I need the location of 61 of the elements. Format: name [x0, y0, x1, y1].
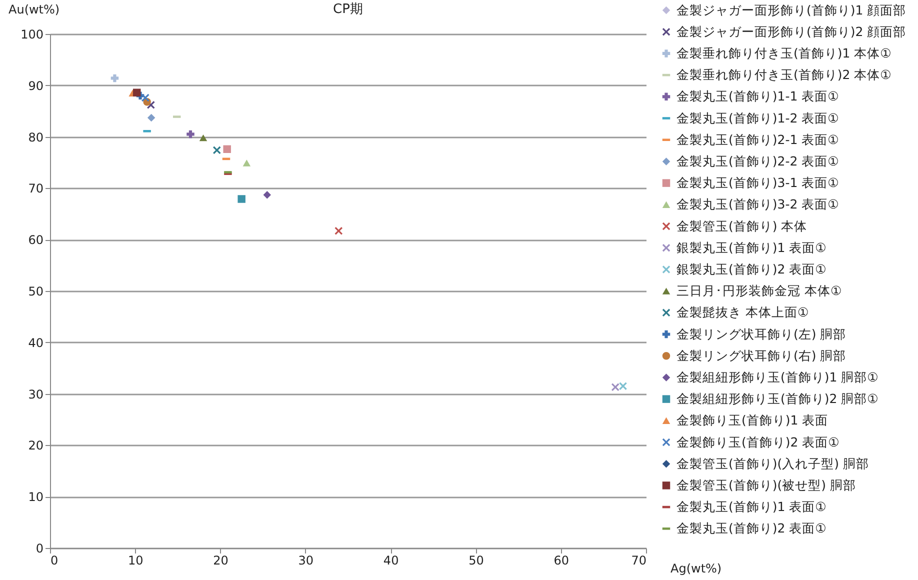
x-tick-label: 30: [298, 554, 314, 568]
legend-label: 金製髭抜き 本体上面①: [676, 304, 809, 320]
legend-label: 金製丸玉(首飾り)2-1 表面①: [676, 132, 839, 147]
legend-label: 金製管玉(首飾り)(被せ型) 胴部: [676, 477, 856, 492]
point: [223, 145, 231, 154]
point: [186, 130, 194, 138]
y-tick-label: 70: [28, 182, 44, 196]
y-tick-label: 20: [28, 438, 44, 453]
x-tick-label: 10: [128, 554, 144, 568]
legend-label: 金製垂れ飾り付き玉(首飾り)1 本体①: [676, 45, 892, 60]
x-tick-label: 60: [554, 554, 569, 568]
y-tick-label: 40: [28, 336, 44, 350]
y-axis-title: Au(wt%): [8, 2, 60, 16]
point: [199, 134, 208, 142]
legend-label: 金製リング状耳飾り(右) 胴部: [676, 348, 846, 363]
legend-label: 三日月･円形装飾金冠 本体①: [676, 283, 842, 298]
y-tick-label: 30: [28, 387, 44, 402]
point: [611, 383, 620, 391]
point: [263, 191, 271, 199]
chart-title: CP期: [333, 2, 363, 17]
y-tick-label: 80: [28, 130, 44, 144]
x-tick-label: 0: [50, 554, 58, 568]
legend-label: 金製ジャガー面形飾り(首飾り)2 顔面部: [676, 24, 906, 39]
y-tick-label: 60: [28, 233, 44, 248]
y-tick-label: 100: [20, 28, 44, 42]
legend-label: 金製管玉(首飾り) 本体: [676, 218, 808, 234]
point: [213, 146, 221, 154]
legend-label: 金製丸玉(首飾り)2-2 表面①: [676, 153, 839, 168]
legend-label: 金製丸玉(首飾り)1 表面①: [676, 499, 826, 514]
legend-label: 銀製丸玉(首飾り)1 表面①: [676, 240, 826, 255]
point: [619, 382, 627, 390]
point: [242, 160, 251, 166]
point: [334, 226, 343, 235]
legend-label: 銀製丸玉(首飾り)2 表面①: [676, 261, 826, 276]
point: [110, 74, 119, 82]
legend-label: 金製ジャガー面形飾り(首飾り)1 顔面部: [676, 2, 906, 18]
legend-label: 金製丸玉(首飾り)2 表面①: [676, 520, 826, 536]
y-tick-label: 0: [36, 542, 44, 556]
point: [238, 195, 246, 203]
legend-label: 金製垂れ飾り付き玉(首飾り)2 本体①: [676, 67, 892, 82]
x-tick-label: 20: [213, 554, 228, 568]
y-tick-label: 90: [28, 78, 44, 93]
x-tick-label: 40: [383, 554, 399, 568]
x-tick-label: 70: [631, 554, 646, 568]
x-tick-label: 50: [468, 554, 484, 568]
legend-label: 金製丸玉(首飾り)1-2 表面①: [676, 110, 839, 126]
legend-label: 金製飾り玉(首飾り)1 表面: [676, 412, 828, 428]
y-tick-label: 50: [28, 284, 44, 298]
legend-label: 金製飾り玉(首飾り)2 表面①: [676, 434, 840, 450]
point: [147, 114, 156, 122]
legend-label: 金製丸玉(首飾り)3-2 表面①: [676, 196, 839, 212]
legend-label: 金製リング状耳飾り(左) 胴部: [676, 326, 846, 342]
legend-label: 金製組紐形飾り玉(首飾り)1 胴部①: [676, 369, 878, 384]
legend-label: 金製組紐形飾り玉(首飾り)2 胴部①: [676, 391, 878, 406]
legend-label: 金製丸玉(首飾り)3-1 表面①: [676, 175, 839, 190]
legend-label: 金製丸玉(首飾り)1-1 表面①: [676, 88, 839, 104]
point: [141, 94, 150, 102]
legend-label: 金製管玉(首飾り)(入れ子型) 胴部: [676, 456, 869, 471]
x-axis-title: Ag(wt%): [670, 562, 722, 576]
point: [132, 88, 141, 96]
y-tick-label: 10: [28, 490, 44, 504]
